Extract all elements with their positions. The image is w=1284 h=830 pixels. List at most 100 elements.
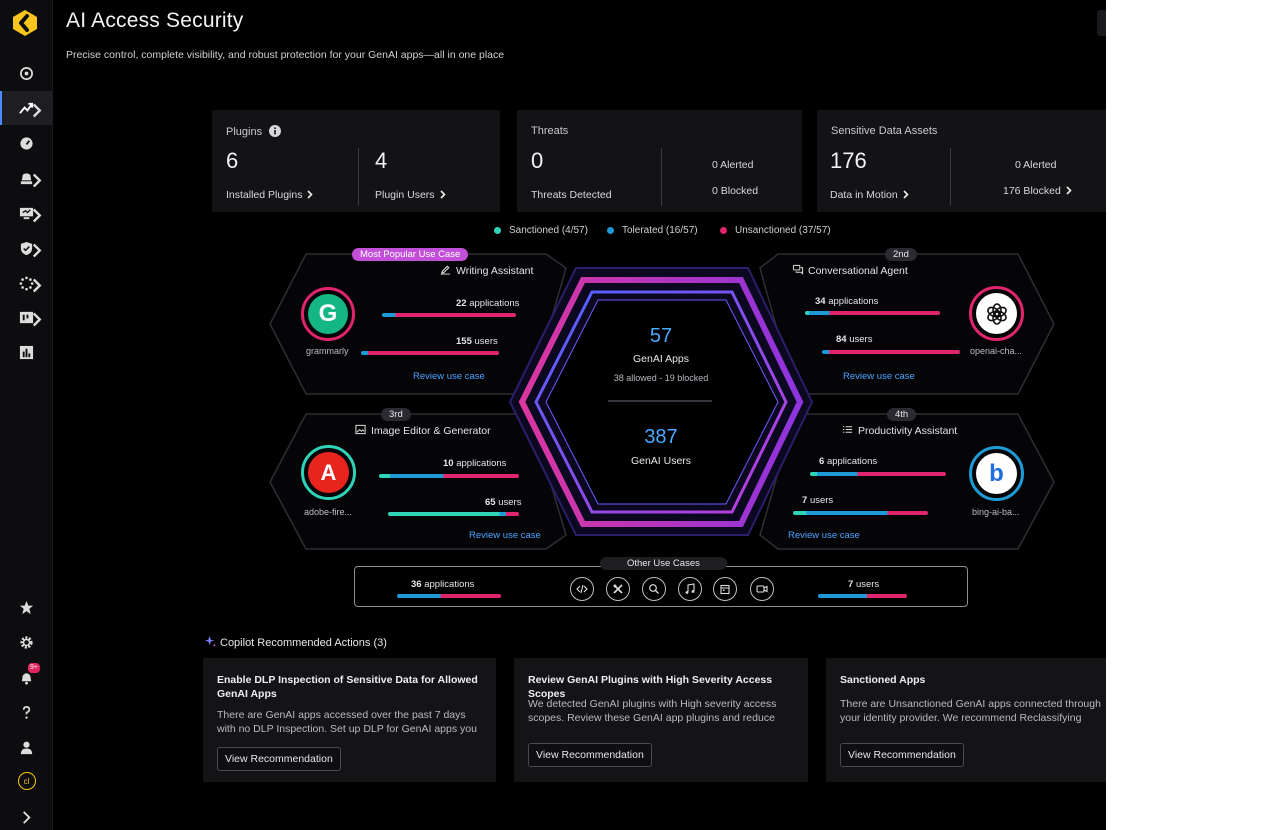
other-users-bar xyxy=(818,594,907,598)
sensitive-blocked-link[interactable]: 176 Blocked xyxy=(1003,185,1072,197)
data-in-motion-link[interactable]: Data in Motion xyxy=(830,189,909,201)
image-users-word: users xyxy=(498,497,522,508)
conversational-review-link[interactable]: Review use case xyxy=(843,371,915,382)
sidebar-item-profile[interactable] xyxy=(0,730,53,764)
tools-icon xyxy=(613,584,623,594)
list-icon xyxy=(842,426,853,433)
recommendation-title: Enable DLP Inspection of Sensitive Data … xyxy=(217,674,478,700)
view-recommendation-button[interactable]: View Recommendation xyxy=(528,743,652,767)
shield-check-icon xyxy=(20,241,33,255)
sidebar-item-help[interactable] xyxy=(0,695,53,729)
productivity-users-count: 7 users xyxy=(802,495,833,506)
image-review-link[interactable]: Review use case xyxy=(469,530,541,541)
sidebar-item-org[interactable]: cl xyxy=(0,764,53,798)
recommendation-body: There are Unsanctioned GenAI apps connec… xyxy=(840,698,1101,724)
other-apps-bar xyxy=(397,594,501,598)
bing-glyph: b xyxy=(976,453,1017,494)
page-title: AI Access Security xyxy=(66,9,244,32)
productivity-apps-word: applications xyxy=(826,456,878,467)
code-use-case-button[interactable] xyxy=(570,577,594,601)
card-divider xyxy=(358,148,359,206)
sidebar-item-settings[interactable] xyxy=(0,625,53,659)
productivity-apps-bar xyxy=(810,472,946,476)
center-hex-glow xyxy=(518,277,804,527)
card-divider xyxy=(661,148,662,206)
threats-card: Threats 0 Threats Detected 0 Alerted 0 B… xyxy=(517,110,802,212)
video-use-case-button[interactable] xyxy=(750,577,774,601)
sidebar-item-monitor[interactable] xyxy=(0,196,53,230)
productivity-review-link[interactable]: Review use case xyxy=(788,530,860,541)
info-icon[interactable] xyxy=(269,125,282,137)
sidebar-item-automation[interactable] xyxy=(0,266,53,300)
adobe-app-name: adobe-fire... xyxy=(304,507,353,517)
conversational-users-num: 84 xyxy=(836,334,847,345)
threats-alerted: 0 Alerted xyxy=(712,159,754,171)
other-users-count: 7 users xyxy=(848,579,879,590)
grammarly-logo-icon[interactable]: G xyxy=(301,287,355,341)
installed-plugins-link[interactable]: Installed Plugins xyxy=(226,189,314,201)
sidebar-item-analytics[interactable] xyxy=(0,335,53,369)
chevron-right-icon xyxy=(32,173,42,188)
bing-app-name: bing-ai-ba... xyxy=(972,507,1020,517)
plugin-users-link[interactable]: Plugin Users xyxy=(375,189,446,201)
other-use-cases-label: Other Use Cases xyxy=(600,557,727,570)
music-use-case-button[interactable] xyxy=(678,577,702,601)
other-apps-count: 36 applications xyxy=(411,579,474,590)
conversational-hex-panel[interactable] xyxy=(759,253,1055,395)
unsanctioned-dot xyxy=(720,227,727,234)
writing-users-num: 155 xyxy=(456,336,472,347)
conversational-users-word: users xyxy=(849,334,873,345)
genai-apps-label: GenAI Apps xyxy=(632,353,690,365)
genai-users-value: 387 xyxy=(644,426,678,448)
calendar-use-case-button[interactable] xyxy=(713,577,737,601)
tolerated-dot xyxy=(607,227,614,234)
sidebar: 9+ cl xyxy=(0,0,53,830)
genai-users-label: GenAI Users xyxy=(630,455,692,467)
center-hex-ring xyxy=(534,290,788,514)
openai-logo-icon[interactable] xyxy=(969,286,1024,341)
sidebar-item-favorites[interactable] xyxy=(0,590,53,624)
legend-unsanctioned: Unsanctioned (37/57) xyxy=(720,225,831,236)
other-apps-word: applications xyxy=(424,579,475,590)
adobe-glyph: A xyxy=(308,452,349,493)
other-apps-num: 36 xyxy=(411,579,422,590)
org-avatar-icon: cl xyxy=(17,772,36,790)
video-icon xyxy=(756,585,768,593)
rank-2nd-tag: 2nd xyxy=(885,248,917,261)
sidebar-item-incidents[interactable] xyxy=(0,161,53,195)
chevron-right-icon xyxy=(32,243,42,258)
chevron-right-icon xyxy=(439,190,446,199)
brand-logo-icon[interactable] xyxy=(10,8,40,38)
sidebar-expand-button[interactable] xyxy=(0,800,53,830)
openai-app-name: openai-cha... xyxy=(970,346,1023,356)
writing-review-link[interactable]: Review use case xyxy=(413,371,485,382)
view-recommendation-button[interactable]: View Recommendation xyxy=(840,743,964,767)
sidebar-item-overview[interactable] xyxy=(0,56,53,90)
gear-icon xyxy=(20,635,33,649)
sidebar-item-reports[interactable] xyxy=(0,300,53,334)
sparkle-icon xyxy=(204,635,217,648)
sidebar-item-notifications[interactable]: 9+ xyxy=(0,660,53,694)
recommendation-body: There are GenAI apps accessed over the p… xyxy=(217,709,477,735)
search-use-case-button[interactable] xyxy=(642,577,666,601)
expand-chevron-icon xyxy=(23,810,31,824)
writing-assistant-title: Writing Assistant xyxy=(440,264,533,277)
adobe-firefly-logo-icon[interactable]: A xyxy=(301,445,356,500)
tools-use-case-button[interactable] xyxy=(606,577,630,601)
sidebar-item-dashboard[interactable] xyxy=(0,126,53,160)
productivity-hex-panel[interactable] xyxy=(759,413,1055,550)
sensitive-alerted: 0 Alerted xyxy=(1015,159,1057,171)
legend-unsanctioned-label: Unsanctioned (37/57) xyxy=(735,225,831,236)
bing-logo-icon[interactable]: b xyxy=(969,446,1024,501)
writing-apps-word: applications xyxy=(469,298,520,309)
chevron-right-icon xyxy=(32,208,42,223)
genai-apps-value: 57 xyxy=(649,325,673,347)
image-icon xyxy=(355,424,366,435)
plugin-users-value: 4 xyxy=(375,148,388,173)
writing-apps-num: 22 xyxy=(456,298,467,309)
sidebar-item-activity[interactable] xyxy=(0,91,53,125)
header-action-button[interactable] xyxy=(1097,10,1106,36)
sidebar-item-security[interactable] xyxy=(0,231,53,265)
view-recommendation-button[interactable]: View Recommendation xyxy=(217,747,341,771)
music-icon xyxy=(685,583,695,594)
